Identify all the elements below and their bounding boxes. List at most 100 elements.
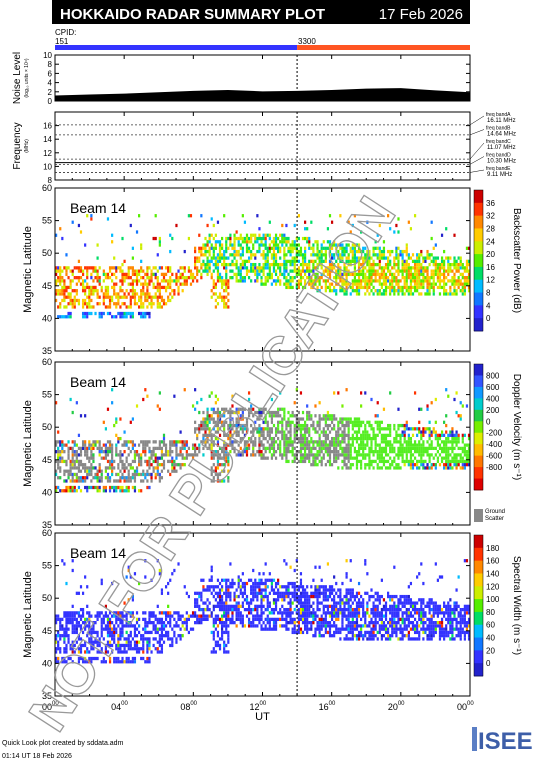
scatter-cell: [293, 243, 296, 247]
scatter-cell: [208, 259, 211, 263]
scatter-cell: [233, 450, 236, 454]
scatter-cell: [405, 450, 408, 454]
scatter-cell: [364, 453, 367, 457]
scatter-cell: [447, 446, 450, 451]
scatter-cell: [179, 617, 182, 622]
scatter-cell: [223, 249, 226, 254]
scatter-cell: [67, 489, 70, 493]
scatter-cell: [216, 643, 220, 648]
scatter-cell: [328, 272, 332, 277]
scatter-cell: [196, 259, 199, 263]
scatter-cell: [247, 446, 251, 451]
scatter-cell: [208, 262, 211, 267]
scatter-cell: [416, 459, 419, 464]
scatter-cell: [299, 436, 303, 441]
scatter-cell: [194, 256, 197, 260]
scatter-cell: [449, 289, 452, 293]
scatter-cell: [129, 450, 132, 454]
scatter-cell: [264, 246, 267, 250]
scatter-cell: [208, 614, 211, 618]
scatter-cell: [146, 394, 149, 398]
scatter-cell: [152, 469, 155, 473]
scatter-cell: [306, 430, 309, 434]
scatter-cell: [333, 443, 336, 447]
scatter-cell: [393, 230, 396, 234]
scatter-cell: [440, 450, 444, 454]
scatter-cell: [77, 459, 81, 464]
scatter-cell: [299, 423, 303, 428]
scatter-cell: [250, 578, 253, 582]
scatter-cell: [210, 272, 213, 277]
scatter-cell: [125, 315, 128, 319]
scatter-cell: [73, 453, 76, 457]
colorbar-swatch: [474, 455, 483, 468]
scatter-cell: [106, 272, 110, 277]
scatter-cell: [324, 420, 327, 424]
scatter-cell: [264, 436, 267, 441]
scatter-cell: [258, 236, 261, 241]
scatter-cell: [138, 272, 141, 277]
scatter-cell: [291, 269, 294, 273]
scatter-cell: [432, 256, 435, 260]
scatter-cell: [71, 604, 74, 608]
scatter-cell: [351, 436, 354, 441]
scatter-cell: [75, 401, 78, 405]
scatter-cell: [324, 417, 327, 421]
scatter-cell: [154, 456, 157, 460]
scatter-cell: [461, 292, 464, 296]
scatter-cell: [254, 607, 257, 612]
scatter-cell: [256, 611, 259, 615]
scatter-cell: [63, 611, 66, 615]
scatter-cell: [212, 450, 215, 454]
scatter-cell: [227, 436, 230, 441]
scatter-cell: [146, 647, 149, 651]
scatter-cell: [127, 643, 130, 648]
scatter-cell: [459, 466, 462, 470]
scatter-cell: [96, 272, 99, 277]
scatter-cell: [426, 253, 429, 257]
scatter-cell: [214, 604, 217, 608]
scatter-cell: [304, 450, 307, 454]
scatter-cell: [210, 453, 213, 457]
scatter-cell: [389, 443, 392, 447]
scatter-cell: [237, 410, 240, 415]
scatter-cell: [142, 479, 145, 483]
scatter-cell: [397, 282, 400, 286]
scatter-cell: [235, 236, 238, 241]
scatter-cell: [341, 459, 344, 464]
scatter-cell: [189, 453, 193, 457]
scatter-cell: [378, 466, 381, 470]
colorbar-label: Doppler Velocity (m s⁻¹): [511, 374, 522, 480]
scatter-cell: [285, 453, 288, 457]
scatter-cell: [426, 466, 429, 470]
scatter-cell: [144, 443, 147, 447]
scatter-cell: [357, 453, 361, 457]
scatter-cell: [262, 436, 265, 441]
scatter-cell: [121, 643, 124, 648]
scatter-cell: [401, 249, 404, 254]
scatter-cell: [304, 427, 307, 431]
scatter-cell: [212, 427, 215, 431]
scatter-cell: [413, 427, 417, 431]
scatter-cell: [393, 459, 396, 464]
scatter-cell: [447, 453, 450, 457]
scatter-cell: [308, 259, 311, 263]
scatter-cell: [125, 624, 128, 628]
scatter-cell: [198, 621, 201, 625]
scatter-cell: [391, 289, 394, 293]
scatter-cell: [135, 650, 139, 654]
scatter-cell: [281, 423, 284, 428]
scatter-cell: [104, 614, 107, 618]
scatter-cell: [351, 423, 354, 428]
scatter-cell: [216, 279, 220, 283]
scatter-cell: [380, 459, 383, 464]
colorbar-tick: -600: [486, 452, 503, 461]
scatter-cell: [364, 256, 367, 260]
scatter-cell: [73, 643, 76, 648]
scatter-cell: [262, 269, 265, 273]
scatter-cell: [177, 611, 180, 615]
scatter-cell: [438, 446, 442, 451]
scatter-cell: [254, 591, 257, 595]
scatter-cell: [225, 578, 228, 582]
scatter-cell: [214, 466, 217, 470]
